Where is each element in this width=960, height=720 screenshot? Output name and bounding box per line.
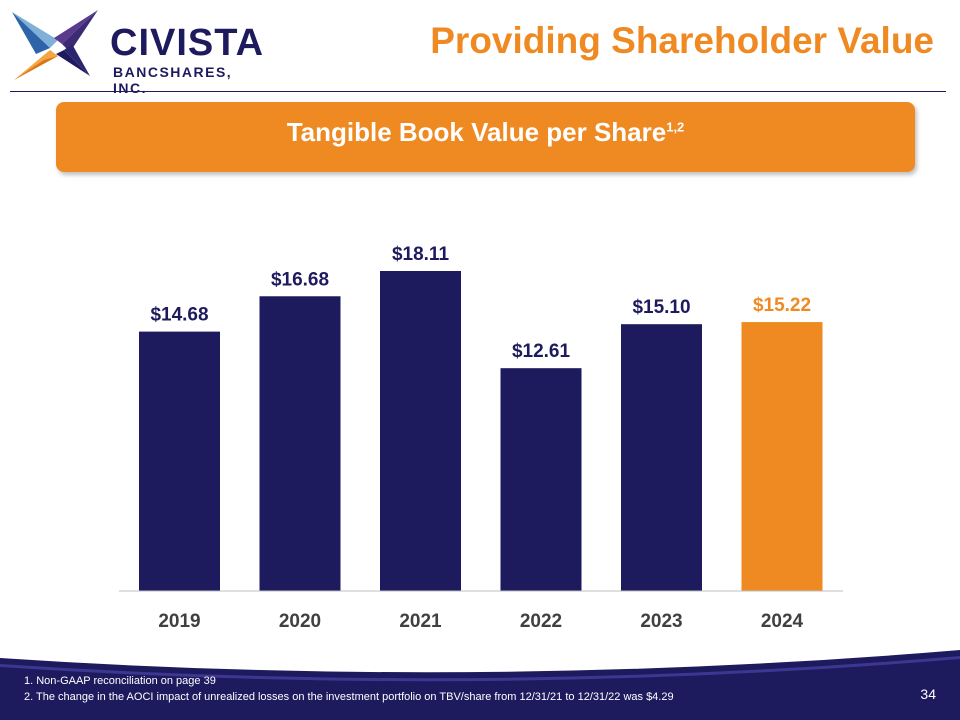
footnote-1: 1. Non-GAAP reconciliation on page 39 xyxy=(24,675,216,687)
bar-2022 xyxy=(500,368,582,591)
logo-name: CIVISTA xyxy=(110,22,265,64)
x-tick-2020: 2020 xyxy=(279,611,321,632)
banner-title-text: Tangible Book Value per Share xyxy=(286,117,667,147)
x-tick-2024: 2024 xyxy=(761,611,804,632)
star-logo-icon xyxy=(12,10,98,80)
bar-2021 xyxy=(380,271,461,591)
data-label-2024: $15.22 xyxy=(753,295,811,316)
x-tick-2019: 2019 xyxy=(158,611,200,632)
x-tick-2021: 2021 xyxy=(399,611,442,632)
title-divider xyxy=(10,91,946,92)
data-label-2021: $18.11 xyxy=(392,244,449,265)
page-title: Providing Shareholder Value xyxy=(430,20,934,61)
bar-2019 xyxy=(139,331,220,591)
footnote-2: 2. The change in the AOCI impact of unre… xyxy=(24,691,674,703)
bar-2024 xyxy=(741,322,823,591)
banner-title: Tangible Book Value per Share1,2 xyxy=(56,117,915,148)
page-number: 34 xyxy=(920,686,936,702)
data-label-2020: $16.68 xyxy=(271,269,329,290)
x-tick-2022: 2022 xyxy=(520,611,562,632)
company-logo: CIVISTA BANCSHARES, INC. xyxy=(10,8,263,96)
bar-2023 xyxy=(621,324,702,591)
footer-band xyxy=(0,650,960,720)
tbv-bar-chart: $14.68 2019 $16.68 2020 $18.11 2021 $12.61 2022… xyxy=(119,244,843,632)
banner-footnote-marker: 1,2 xyxy=(666,119,685,135)
logo-subtitle: BANCSHARES, INC. xyxy=(113,64,233,96)
section-banner: Tangible Book Value per Share1,2 xyxy=(56,102,915,172)
data-label-2022: $12.61 xyxy=(512,341,571,362)
bar-2020 xyxy=(259,296,341,591)
footer-wave xyxy=(0,650,960,720)
data-label-2023: $15.10 xyxy=(632,297,690,318)
data-label-2019: $14.68 xyxy=(150,305,208,326)
x-tick-2023: 2023 xyxy=(640,611,682,632)
